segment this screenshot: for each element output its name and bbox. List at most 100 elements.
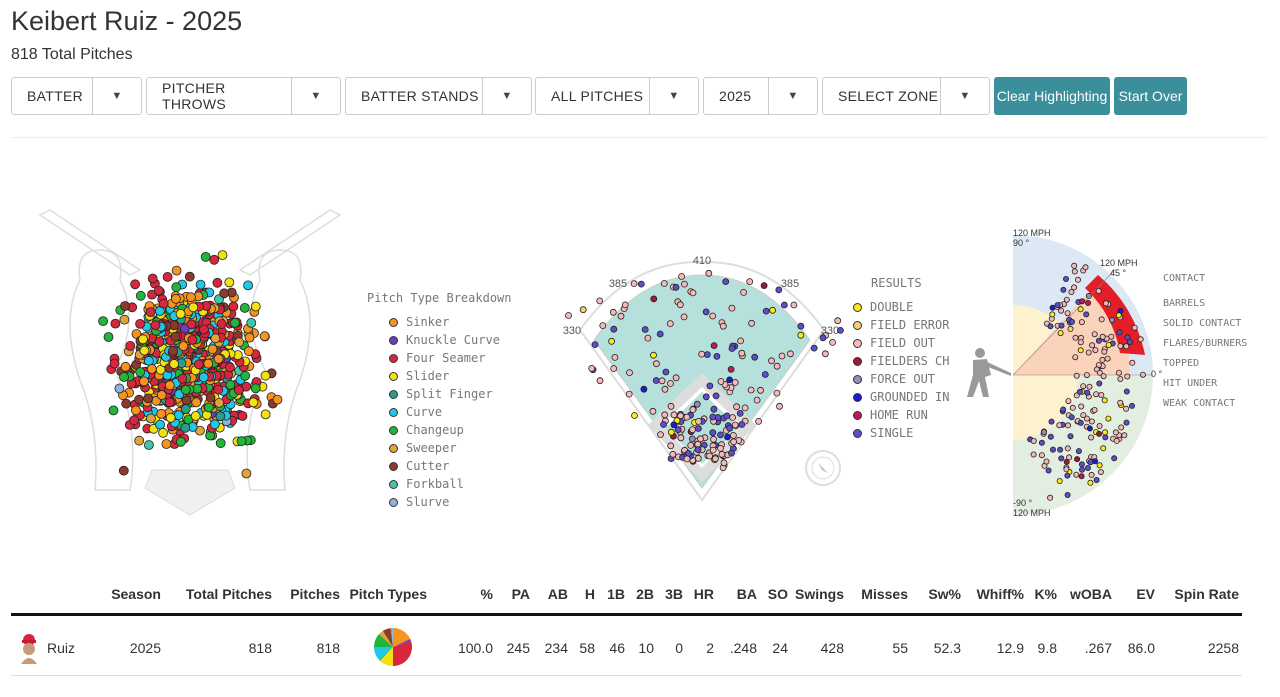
pitch-dot[interactable]: [181, 395, 192, 406]
pitch-dot[interactable]: [1123, 343, 1130, 350]
result-legend-item[interactable]: FIELD OUT: [853, 334, 935, 352]
pitch-dot[interactable]: [1101, 429, 1108, 436]
column-header[interactable]: K%: [1034, 586, 1057, 602]
pitch-dot[interactable]: [193, 359, 204, 370]
pitch-dot[interactable]: [1048, 418, 1055, 425]
pitch-dot[interactable]: [1099, 333, 1106, 340]
pitch-dot[interactable]: [119, 372, 129, 382]
pitch-dot[interactable]: [773, 389, 781, 397]
pitch-dot[interactable]: [1069, 404, 1076, 411]
pitch-dot[interactable]: [250, 383, 261, 394]
pitch-dot[interactable]: [762, 307, 770, 315]
pitch-dot[interactable]: [135, 318, 145, 329]
pitch-dot[interactable]: [1043, 458, 1050, 465]
pitch-dot[interactable]: [225, 379, 236, 390]
pitch-dot[interactable]: [678, 273, 685, 280]
pitch-dot[interactable]: [705, 269, 713, 277]
pitch-dot[interactable]: [710, 342, 718, 349]
pitch-dot[interactable]: [1077, 419, 1084, 426]
pitch-dot[interactable]: [1096, 380, 1103, 387]
pitch-dot[interactable]: [596, 377, 604, 385]
pitch-dot[interactable]: [1086, 383, 1093, 390]
pitch-dot[interactable]: [1076, 388, 1083, 395]
pitch-dot[interactable]: [694, 454, 702, 462]
pitch-dot[interactable]: [1121, 432, 1128, 439]
pitch-dot[interactable]: [672, 283, 680, 291]
column-header[interactable]: BA: [736, 586, 757, 602]
pitch-dot[interactable]: [706, 452, 714, 460]
pitch-dot[interactable]: [1071, 284, 1078, 291]
chevron-down-icon[interactable]: ▼: [649, 78, 698, 114]
pitch-dot[interactable]: [1101, 348, 1108, 355]
pitch-dot[interactable]: [1123, 419, 1130, 426]
pitch-dot[interactable]: [722, 278, 730, 286]
pitch-dot[interactable]: [658, 377, 666, 385]
column-header[interactable]: EV: [1136, 586, 1155, 602]
pitch-dot[interactable]: [150, 320, 161, 331]
pitch-dot[interactable]: [1063, 466, 1070, 473]
pitch-dot[interactable]: [661, 385, 669, 393]
pitch-dot[interactable]: [834, 317, 842, 325]
pitch-dot[interactable]: [109, 358, 120, 369]
pitch-dot[interactable]: [630, 280, 638, 287]
pitch-dot[interactable]: [129, 415, 139, 426]
pitch-dot[interactable]: [1098, 316, 1105, 323]
pitch-dot[interactable]: [177, 373, 188, 384]
pitch-dot[interactable]: [1080, 383, 1087, 390]
pitch-dot[interactable]: [145, 307, 156, 318]
pitch-dot[interactable]: [757, 386, 764, 394]
column-header[interactable]: %: [480, 586, 493, 602]
pitch-dot[interactable]: [738, 349, 746, 357]
pitch-dot[interactable]: [697, 435, 704, 443]
pitch-dot[interactable]: [1041, 428, 1048, 435]
chevron-down-icon[interactable]: ▼: [291, 78, 340, 114]
pitch-dot[interactable]: [125, 340, 136, 351]
pitch-dot[interactable]: [729, 414, 737, 421]
pitch-dot[interactable]: [723, 412, 731, 420]
pitch-dot[interactable]: [1126, 339, 1133, 346]
pitch-dot[interactable]: [1078, 461, 1085, 468]
pitch-dot[interactable]: [775, 286, 783, 294]
pitch-dot[interactable]: [180, 384, 191, 395]
pitch-dot[interactable]: [641, 326, 649, 333]
pitch-legend-item[interactable]: Four Seamer: [389, 349, 485, 367]
pitch-dot[interactable]: [209, 254, 220, 265]
pitch-legend-item[interactable]: Slurve: [389, 493, 449, 511]
pitch-dot[interactable]: [588, 365, 596, 372]
pitch-dot[interactable]: [215, 438, 226, 449]
pitch-dot[interactable]: [1083, 311, 1090, 318]
pitch-dot[interactable]: [162, 272, 173, 282]
pitch-dot[interactable]: [246, 317, 257, 328]
pitch-dot[interactable]: [1095, 337, 1102, 344]
pitch-dot[interactable]: [224, 362, 235, 373]
pitch-legend-item[interactable]: Sweeper: [389, 439, 457, 457]
pitch-dot[interactable]: [1072, 354, 1079, 361]
column-header[interactable]: Swings: [794, 586, 844, 602]
pitch-dot[interactable]: [121, 398, 132, 409]
pitch-dot[interactable]: [689, 426, 696, 434]
pitch-dot[interactable]: [667, 428, 675, 436]
pitch-dot[interactable]: [1063, 276, 1070, 283]
pitch-dot[interactable]: [118, 465, 129, 476]
spray-chart[interactable]: 410 385 385 330 330: [560, 250, 850, 510]
pitch-dot[interactable]: [786, 350, 794, 358]
pitch-dot[interactable]: [216, 319, 227, 329]
pitch-dot[interactable]: [709, 446, 717, 454]
pitch-dot[interactable]: [259, 331, 270, 342]
pitch-dot[interactable]: [733, 403, 741, 411]
pitch-dot[interactable]: [821, 350, 829, 358]
pitch-dot[interactable]: [185, 292, 196, 303]
pitch-dot[interactable]: [717, 431, 724, 439]
pitch-legend-item[interactable]: Split Finger: [389, 385, 493, 403]
zone-dropdown[interactable]: SELECT ZONE ▼: [822, 77, 990, 115]
pitch-dot[interactable]: [1078, 319, 1085, 326]
pitch-legend-item[interactable]: Cutter: [389, 457, 449, 475]
pitch-dot[interactable]: [753, 396, 761, 404]
pitch-dot[interactable]: [1088, 471, 1095, 478]
pitch-dot[interactable]: [213, 353, 224, 364]
pitch-dot[interactable]: [1038, 452, 1045, 459]
pitch-dot[interactable]: [662, 368, 670, 376]
result-legend-item[interactable]: GROUNDED IN: [853, 388, 949, 406]
pitch-dot[interactable]: [1117, 343, 1124, 350]
pitch-dot[interactable]: [219, 288, 230, 299]
